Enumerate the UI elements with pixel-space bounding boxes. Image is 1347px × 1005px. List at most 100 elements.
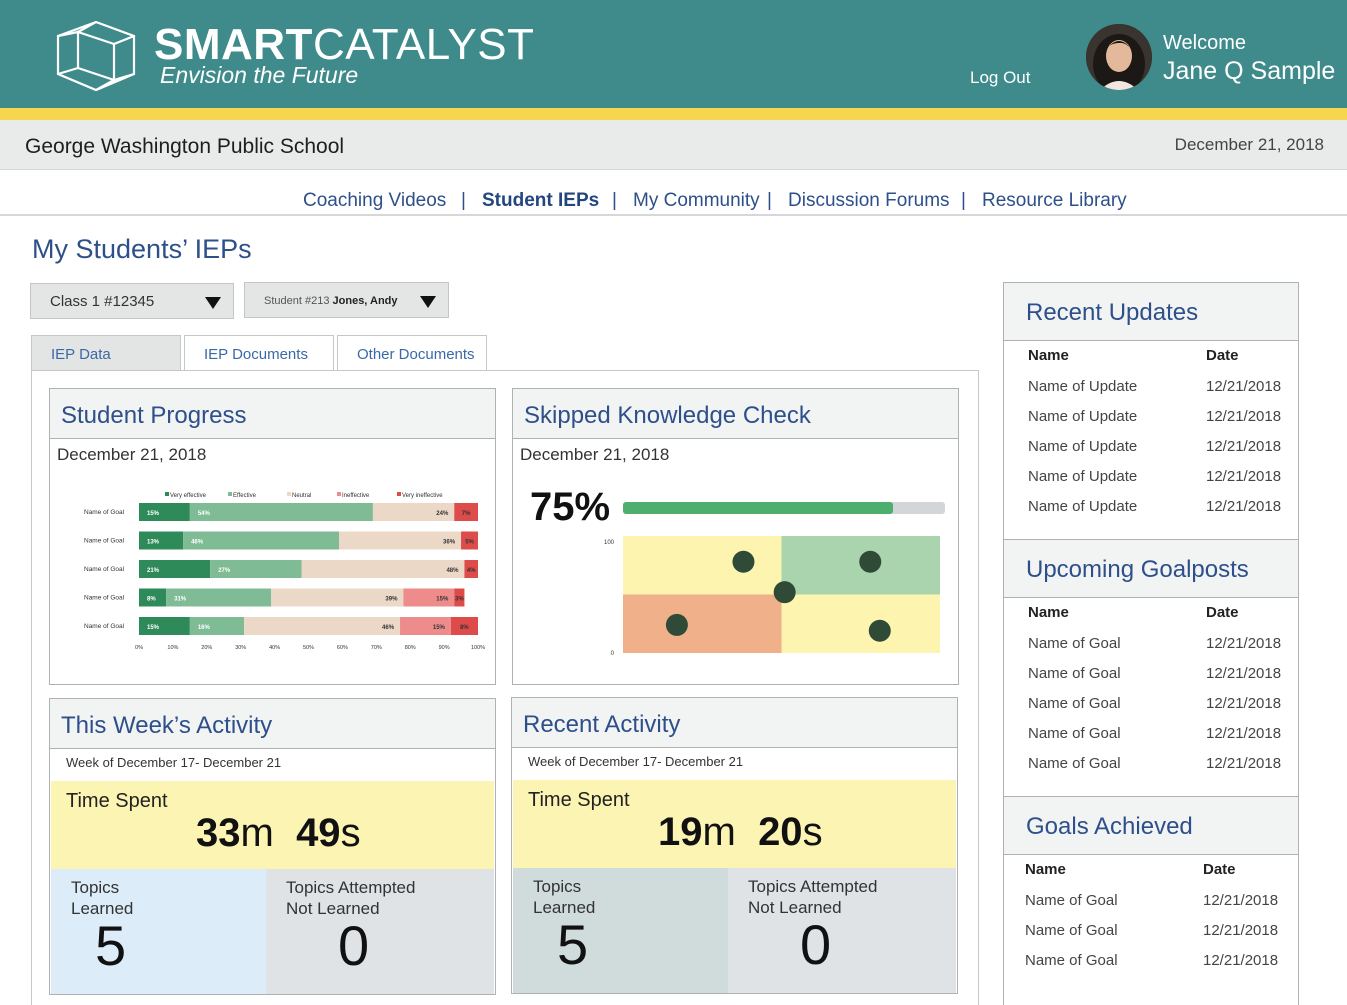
legend-entry: Very effective [165, 492, 207, 499]
x-tick-label: 10% [167, 645, 178, 651]
topics-learned-value: 5 [557, 913, 589, 976]
bar-segment [400, 617, 451, 635]
user-photo-icon [1086, 24, 1152, 90]
card-title: Recent Activity [523, 711, 681, 738]
x-tick-label: 40% [269, 645, 280, 651]
table-row[interactable]: Name of Goal 12/21/2018 [1004, 885, 1298, 915]
col-name: Name [1025, 861, 1066, 878]
topics-attempted-panel: Topics Attempted Not Learned 0 [266, 869, 494, 994]
col-date: Date [1206, 347, 1239, 364]
student-select[interactable]: Student #213 Jones, Andy [244, 282, 449, 318]
avatar[interactable] [1086, 24, 1152, 90]
row-date: 12/21/2018 [1203, 952, 1279, 969]
bar-segment [183, 531, 340, 550]
table-header: Name Date [1004, 341, 1298, 371]
student-progress-card: Student Progress December 21, 2018 Very … [49, 388, 496, 685]
legend-swatch [165, 492, 169, 496]
table-row[interactable]: Name of Update 12/21/2018 [1004, 431, 1298, 461]
data-label: 46% [382, 625, 395, 631]
nav-separator: | [961, 190, 966, 211]
category-label: Name of Goal [84, 509, 125, 516]
progress-chart: Very effective Effective Neutral Ineffectiv… [84, 492, 485, 651]
student-name: Jones, Andy [332, 295, 398, 307]
nav-discussion-forums[interactable]: Discussion Forums [788, 190, 950, 211]
row-name: Name of Goal [1025, 922, 1118, 939]
table-row[interactable]: Name of Update 12/21/2018 [1004, 371, 1298, 401]
accent-bar [0, 108, 1347, 120]
bar-segment [139, 588, 167, 607]
y-tick-label: 0 [611, 651, 615, 657]
school-name: George Washington Public School [25, 135, 345, 158]
nav-resource-library[interactable]: Resource Library [982, 190, 1127, 211]
label-line: Topics [71, 878, 120, 897]
minutes-unit: m [702, 810, 736, 854]
user-name: Jane Q Sample [1163, 57, 1336, 85]
minutes-value: 33 [196, 811, 241, 855]
card-title: Skipped Knowledge Check [524, 402, 811, 429]
x-tick-label: 20% [201, 645, 212, 651]
minutes-unit: m [240, 811, 274, 855]
row-name: Name of Goal [1028, 725, 1121, 742]
data-label: 4% [467, 568, 476, 574]
table-row[interactable]: Name of Goal 12/21/2018 [1004, 658, 1298, 688]
upcoming-goalposts-panel: Upcoming Goalposts Name Date Name of Goal… [1003, 539, 1299, 797]
data-label: 7% [462, 511, 471, 517]
table-row[interactable]: Name of Goal 12/21/2018 [1004, 628, 1298, 658]
bar-segment [450, 617, 478, 635]
tab-other-documents[interactable]: Other Documents [337, 335, 487, 371]
table-header: Name Date [1004, 598, 1298, 628]
data-point [665, 613, 688, 636]
x-tick-label: 0% [135, 645, 143, 651]
bar-segment [454, 588, 465, 607]
x-tick-label: 70% [371, 645, 382, 651]
table-row[interactable]: Name of Goal 12/21/2018 [1004, 915, 1298, 945]
row-date: 12/21/2018 [1206, 408, 1282, 425]
seconds-unit: s [340, 811, 361, 855]
bar-segment [139, 503, 190, 521]
table-row[interactable]: Name of Goal 12/21/2018 [1004, 945, 1298, 975]
logout-link[interactable]: Log Out [970, 68, 1031, 87]
row-date: 12/21/2018 [1203, 892, 1279, 909]
card-date: December 21, 2018 [520, 445, 670, 464]
panel-title: Recent Updates [1026, 299, 1199, 326]
week-activity-card: This Week’s Activity Week of December 17… [49, 698, 496, 995]
table-row[interactable]: Name of Update 12/21/2018 [1004, 401, 1298, 431]
bar-segment [301, 560, 465, 578]
data-label: 39% [385, 597, 398, 603]
y-tick-label: 100 [604, 540, 615, 546]
legend-swatch [287, 492, 291, 496]
data-label: 54% [198, 511, 211, 517]
recent-activity-card: Recent Activity Week of December 17- Dec… [511, 697, 958, 994]
main-nav: Coaching Videos | Student IEPs | My Comm… [0, 186, 1347, 216]
legend-swatch [337, 492, 341, 496]
legend-label: Very ineffective [402, 493, 443, 499]
class-select[interactable]: Class 1 #12345 [30, 283, 234, 319]
table-row[interactable]: Name of Goal 12/21/2018 [1004, 748, 1298, 778]
legend-entry: Ineffective [337, 492, 370, 499]
row-date: 12/21/2018 [1206, 725, 1282, 742]
nav-student-ieps[interactable]: Student IEPs [482, 190, 600, 211]
time-spent-panel: Time Spent 19m 20s [513, 780, 956, 868]
data-point [868, 619, 891, 642]
nav-my-community[interactable]: My Community [633, 190, 760, 211]
data-label: 15% [436, 597, 449, 603]
tab-iep-documents[interactable]: IEP Documents [184, 335, 334, 371]
student-number: Student #213 [264, 295, 330, 307]
nav-coaching-videos[interactable]: Coaching Videos [303, 190, 447, 211]
bar-segment [461, 531, 478, 550]
row-name: Name of Update [1028, 468, 1138, 485]
row-date: 12/21/2018 [1206, 635, 1282, 652]
topics-learned-label: Topics Learned [71, 877, 133, 919]
seconds-unit: s [802, 810, 823, 854]
panel-title: Upcoming Goalposts [1026, 556, 1249, 583]
table-row[interactable]: Name of Update 12/21/2018 [1004, 461, 1298, 491]
brand-name-light: CATALYST [312, 20, 535, 69]
table-row[interactable]: Name of Update 12/21/2018 [1004, 491, 1298, 521]
class-select-value: Class 1 #12345 [50, 293, 155, 310]
tab-iep-data[interactable]: IEP Data [31, 335, 181, 371]
table-row[interactable]: Name of Goal 12/21/2018 [1004, 718, 1298, 748]
card-header: Recent Activity [512, 698, 957, 748]
table-row[interactable]: Name of Goal 12/21/2018 [1004, 688, 1298, 718]
minutes-value: 19 [658, 810, 703, 854]
quadrant-low-left [623, 594, 782, 653]
